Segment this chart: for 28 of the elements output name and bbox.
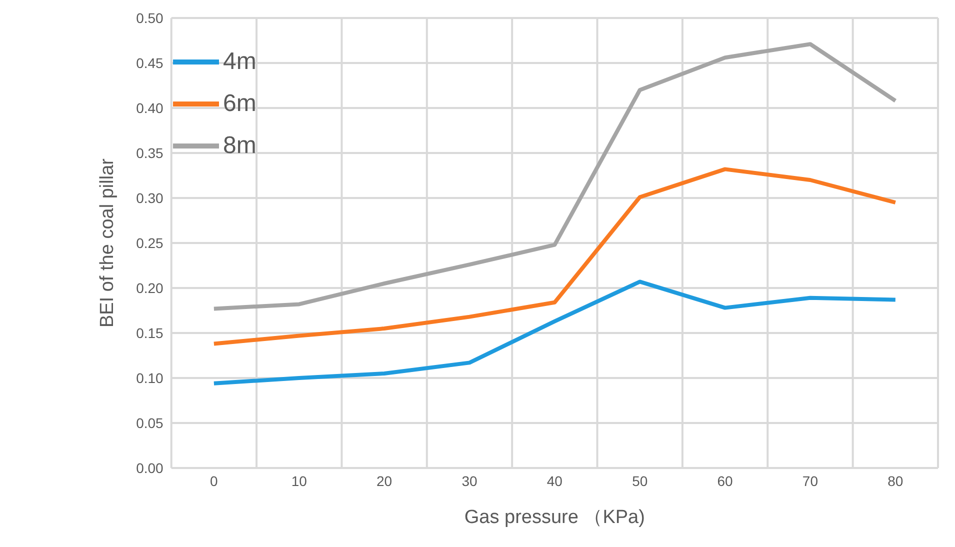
- x-tick-label: 0: [210, 472, 218, 489]
- y-tick-label: 0.45: [136, 54, 164, 71]
- x-axis-title: Gas pressure （KPa): [464, 507, 645, 528]
- y-tick-label: 0.35: [136, 144, 164, 161]
- y-tick-label: 0.15: [136, 324, 164, 341]
- legend-label: 6m: [223, 90, 256, 118]
- x-tick-label: 50: [632, 472, 648, 489]
- x-tick-label: 40: [546, 472, 563, 489]
- x-tick-label: 80: [888, 472, 904, 489]
- x-tick-label: 10: [291, 472, 308, 489]
- x-tick-label: 60: [717, 472, 734, 489]
- y-tick-label: 0.30: [136, 190, 164, 206]
- y-tick-label: 0.05: [136, 414, 164, 431]
- y-tick-label: 0.00: [136, 460, 164, 476]
- legend-label: 8m: [223, 132, 256, 160]
- legend-label: 4m: [223, 48, 256, 76]
- y-tick-label: 0.40: [136, 100, 164, 116]
- y-axis-title: BEI of the coal pillar: [97, 158, 118, 328]
- x-tick-label: 20: [376, 472, 392, 489]
- line-series: [212, 42, 898, 311]
- line-series: [212, 167, 898, 346]
- y-tick-label: 0.50: [136, 10, 164, 26]
- x-tick-label: 70: [802, 472, 818, 489]
- y-tick-label: 0.20: [136, 280, 164, 296]
- line-series: [212, 280, 898, 386]
- y-tick-label: 0.25: [136, 234, 164, 251]
- y-tick-label: 0.10: [136, 370, 164, 386]
- x-tick-label: 30: [462, 472, 478, 489]
